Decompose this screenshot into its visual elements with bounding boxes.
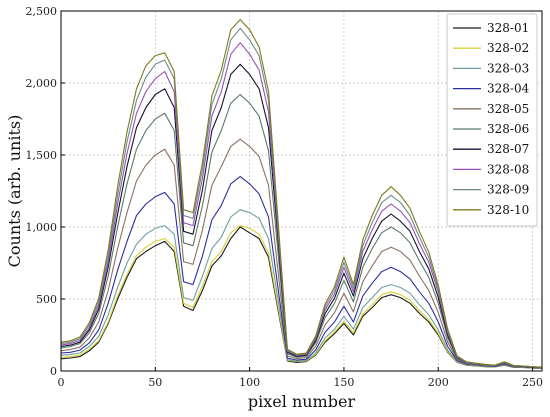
ticks: 0 50 100 150 200 250 0 500 1,000 1,500 2,000 2,500 <box>26 5 544 389</box>
series-line-328-04 <box>60 176 543 369</box>
y-tick-label: 2,500 <box>26 5 58 18</box>
legend-entry: 328-09 <box>487 183 529 197</box>
y-axis-label: Counts (arb. units) <box>5 115 24 268</box>
y-tick-label: 2,000 <box>26 77 58 90</box>
legend-entry: 328-10 <box>487 203 529 217</box>
x-tick-label: 150 <box>333 376 354 389</box>
plot-frame <box>60 10 543 372</box>
legend: 328-01 328-02 328-03 328-04 328-05 328-06 328-… <box>446 13 538 227</box>
series-line-328-02 <box>60 225 543 369</box>
x-axis-label: pixel number <box>248 392 356 411</box>
x-tick-label: 250 <box>522 376 543 389</box>
x-tick-label: 200 <box>428 376 449 389</box>
x-tick-label: 100 <box>239 376 260 389</box>
legend-entry: 328-08 <box>487 162 529 176</box>
series-line-328-10 <box>60 19 543 368</box>
legend-entry: 328-03 <box>487 61 529 75</box>
series-lines <box>60 19 543 369</box>
y-tick-label: 1,000 <box>26 221 58 234</box>
legend-entry: 328-05 <box>487 102 529 116</box>
x-tick-label: 50 <box>148 376 162 389</box>
legend-entry: 328-04 <box>487 82 530 96</box>
series-line-328-01 <box>60 226 543 369</box>
legend-box <box>446 13 538 227</box>
series-line-328-03 <box>60 209 543 369</box>
x-tick-label: 0 <box>58 376 65 389</box>
y-tick-label: 500 <box>36 293 57 306</box>
legend-entry: 328-02 <box>487 41 529 55</box>
y-tick-label: 0 <box>50 365 57 378</box>
series-line-328-05 <box>60 138 543 369</box>
legend-entry: 328-01 <box>487 21 529 35</box>
y-tick-label: 1,500 <box>26 149 58 162</box>
legend-entry: 328-06 <box>487 122 529 136</box>
legend-entry: 328-07 <box>487 142 529 156</box>
